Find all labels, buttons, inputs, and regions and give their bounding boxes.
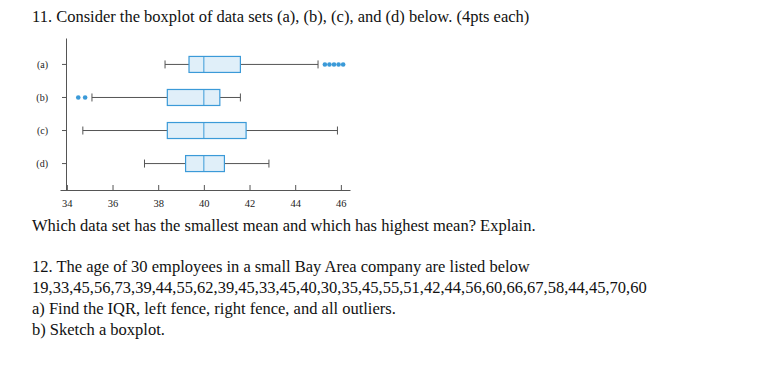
- whisker: [220, 97, 241, 98]
- tick-mark: [295, 185, 296, 190]
- tick: 36: [108, 185, 119, 209]
- whisker: [165, 64, 189, 65]
- outlier: [83, 95, 88, 100]
- tick: (b): [36, 92, 66, 104]
- tick-mark: [62, 130, 66, 131]
- value-axis: 34 36 38 40 42 44 46: [61, 185, 351, 209]
- tick-mark: [250, 185, 251, 190]
- tick-mark: [62, 97, 66, 98]
- page: 11. Consider the boxplot of data sets (a…: [0, 0, 782, 368]
- whisker-cap: [144, 160, 145, 168]
- whisker-cap: [268, 160, 269, 168]
- tick: (a): [37, 59, 66, 71]
- box: [189, 56, 240, 72]
- median-line: [203, 123, 204, 139]
- whisker: [224, 163, 269, 164]
- tick: (c): [37, 125, 66, 137]
- tick-label: 44: [290, 198, 301, 209]
- outlier: [323, 62, 328, 67]
- outlier: [341, 62, 346, 67]
- whisker: [240, 64, 318, 65]
- text-line: 19,33,45,56,73,39,44,55,62,39,45,33,45,4…: [32, 278, 647, 297]
- median-line: [203, 89, 204, 105]
- whisker-cap: [91, 93, 92, 101]
- boxplot-chart: 34 36 38 40 42 44 46 (a) (b) (c) (d): [36, 39, 350, 210]
- marks: [76, 56, 345, 171]
- whisker-cap: [165, 60, 166, 68]
- tick-label: (a): [37, 59, 48, 71]
- tick-label: (d): [36, 158, 48, 170]
- tick-mark: [204, 185, 205, 190]
- whisker: [144, 163, 185, 164]
- text-line: 11. Consider the boxplot of data sets (a…: [32, 7, 529, 26]
- outlier: [332, 62, 337, 67]
- text-line: 12. The age of 30 employees in a small B…: [32, 257, 530, 276]
- box: [167, 89, 220, 105]
- axis-line: [66, 39, 67, 191]
- tick-label: 34: [62, 198, 73, 209]
- outlier: [327, 62, 332, 67]
- whisker: [92, 97, 167, 98]
- tick: (d): [36, 158, 66, 170]
- text-line: b) Sketch a boxplot.: [32, 320, 165, 339]
- median-line: [203, 56, 204, 72]
- tick-label: 38: [153, 198, 164, 209]
- whisker: [246, 130, 337, 131]
- tick-mark: [341, 185, 342, 190]
- tick-label: 36: [108, 198, 119, 209]
- tick: 46: [336, 185, 347, 209]
- tick-mark: [67, 185, 68, 190]
- tick-label: 42: [245, 198, 256, 209]
- whisker-cap: [337, 127, 338, 135]
- tick-mark: [62, 163, 66, 164]
- median-line: [203, 156, 204, 172]
- tick-mark: [62, 64, 66, 65]
- axis-line: [61, 190, 351, 191]
- tick-mark: [113, 185, 114, 190]
- tick: 38: [153, 185, 164, 209]
- outlier: [76, 95, 81, 100]
- category-axis: (a) (b) (c) (d): [36, 39, 66, 191]
- tick-label: 40: [199, 198, 210, 209]
- tick-label: (b): [36, 92, 48, 104]
- whisker-cap: [318, 60, 319, 68]
- whisker: [83, 130, 167, 131]
- box: [186, 156, 225, 172]
- tick: 34: [62, 185, 73, 209]
- tick-mark: [158, 185, 159, 190]
- text-line: a) Find the IQR, left fence, right fence…: [32, 299, 396, 318]
- tick-label: (c): [37, 125, 48, 137]
- text-line: Which data set has the smallest mean and…: [32, 216, 536, 235]
- whisker-cap: [82, 127, 83, 135]
- tick: 42: [245, 185, 256, 209]
- tick-label: 46: [336, 198, 347, 209]
- tick: 40: [199, 185, 210, 209]
- box: [167, 123, 246, 139]
- whisker-cap: [240, 93, 241, 101]
- outlier: [336, 62, 341, 67]
- tick: 44: [290, 185, 301, 209]
